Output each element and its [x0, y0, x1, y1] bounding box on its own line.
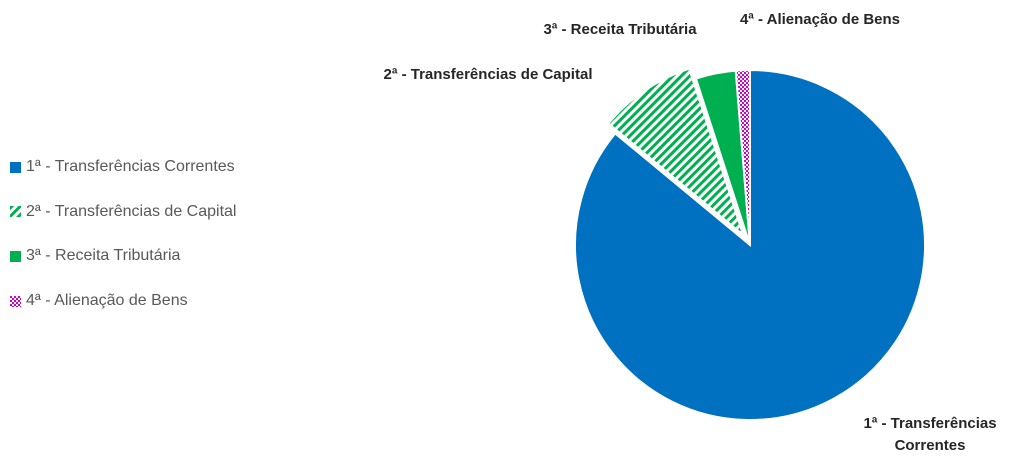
legend-swatch-fill	[10, 250, 21, 262]
legend-label: 3ª - Receita Tributária	[26, 247, 181, 265]
legend-item: 1ª - Transferências Correntes	[10, 158, 235, 176]
legend-swatch-fill	[10, 161, 21, 173]
legend-swatch-fill	[10, 295, 21, 307]
data-label: 2ª - Transferências de Capital	[383, 66, 593, 83]
legend-swatch	[10, 161, 21, 173]
pie-slice	[734, 68, 751, 246]
legend-item: 3ª - Receita Tributária	[10, 247, 180, 265]
legend-label: 2ª - Transferências de Capital	[26, 202, 237, 220]
legend-item: 4ª - Alienação de Bens	[10, 292, 188, 310]
data-label: 4ª - Alienação de Bens	[739, 11, 901, 28]
legend-swatch	[10, 250, 21, 262]
legend-swatch-fill	[10, 206, 21, 218]
legend-swatch	[10, 206, 21, 218]
pie-slice	[607, 67, 746, 239]
data-label: 1ª - Transferências Correntes	[863, 415, 997, 454]
legend-swatch	[10, 295, 21, 307]
legend-label: 1ª - Transferências Correntes	[26, 158, 235, 175]
legend-item: 2ª - Transferências de Capital	[10, 203, 236, 221]
legend-label: 4ª - Alienação de Bens	[26, 292, 188, 310]
data-label: 3ª - Receita Tributária	[543, 21, 697, 38]
